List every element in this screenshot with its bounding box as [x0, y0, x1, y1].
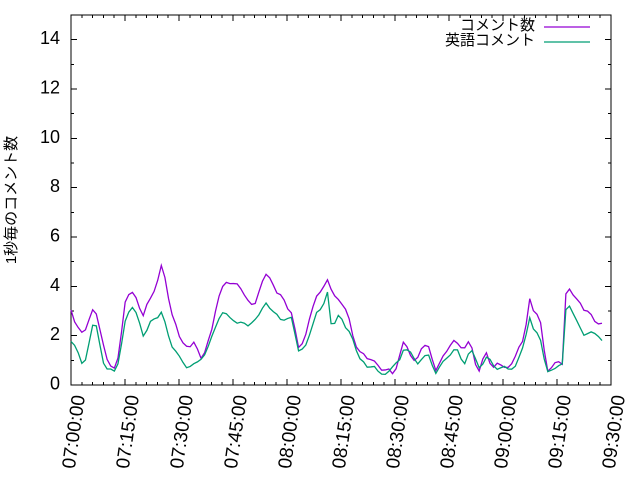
svg-text:6: 6 [50, 226, 60, 246]
svg-text:1秒毎のコメント数: 1秒毎のコメント数 [3, 136, 20, 264]
svg-text:8: 8 [50, 176, 60, 196]
svg-text:0: 0 [50, 374, 60, 394]
svg-text:2: 2 [50, 324, 60, 344]
svg-text:10: 10 [40, 127, 60, 147]
svg-text:4: 4 [50, 275, 60, 295]
svg-text:14: 14 [40, 28, 60, 48]
svg-text:英語コメント: 英語コメント [445, 31, 535, 49]
svg-text:12: 12 [40, 78, 60, 98]
